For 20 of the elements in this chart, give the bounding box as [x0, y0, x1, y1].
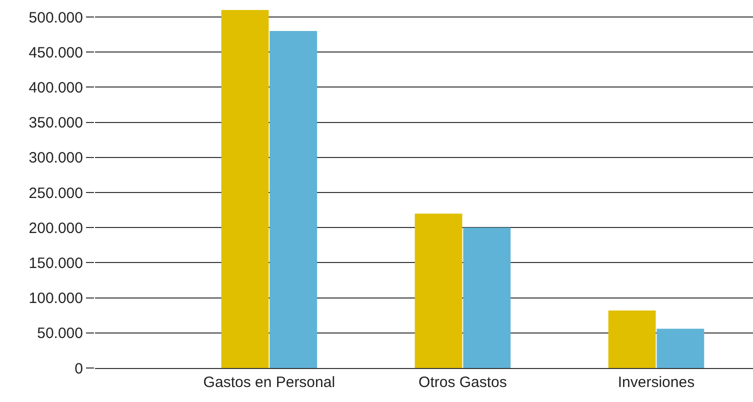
- x-tick-label: Inversiones: [618, 374, 695, 391]
- y-tick-label: 350.000: [28, 114, 83, 132]
- y-tick-label: 450.000: [28, 44, 83, 62]
- bar: [270, 31, 318, 368]
- y-tick-label: 0: [74, 360, 83, 378]
- x-tick-label: Otros Gastos: [418, 374, 507, 391]
- y-tick-label: 50.000: [37, 325, 83, 342]
- y-tick-label: 500.000: [28, 9, 83, 26]
- y-tick-label: 200.000: [28, 220, 83, 237]
- y-tick-label: 100.000: [28, 290, 83, 308]
- bar: [656, 328, 704, 368]
- y-tick-label: 300.000: [28, 150, 83, 167]
- bar: [463, 228, 511, 368]
- bar: [414, 214, 462, 368]
- bar: [608, 310, 656, 368]
- y-tick-label: 150.000: [28, 254, 83, 272]
- x-tick-label: Gastos en Personal: [203, 374, 336, 391]
- y-tick-label: 250.000: [28, 184, 83, 202]
- y-tick-label: 400.000: [28, 79, 83, 96]
- bar: [221, 10, 269, 368]
